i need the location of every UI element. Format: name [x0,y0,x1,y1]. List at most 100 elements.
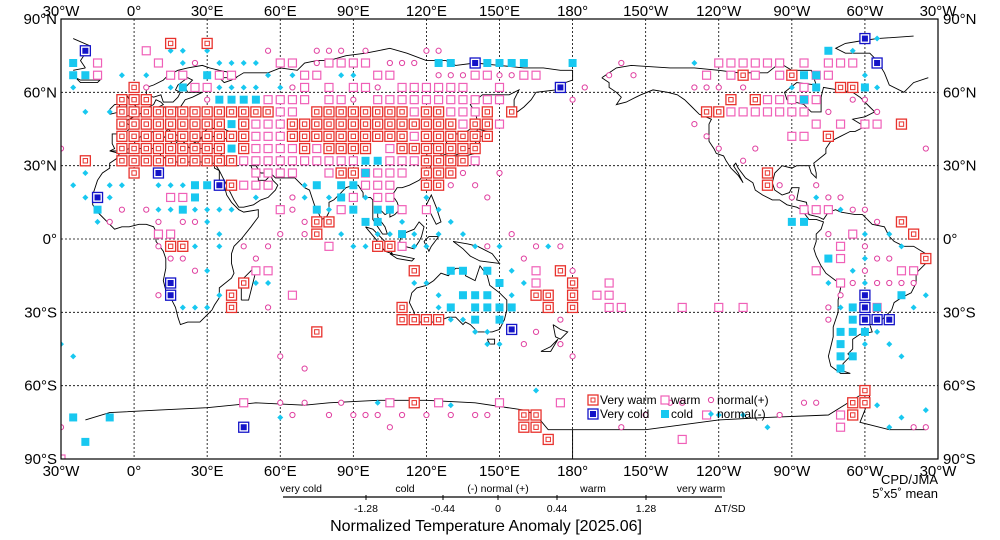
cold-marker [239,95,248,104]
very-warm-marker-inner [228,109,235,115]
credit-agency: CPD/JMA [881,472,938,487]
normal-plus-marker [118,206,126,213]
very-warm-marker-inner [703,109,710,115]
cold-marker [69,59,78,67]
normal-plus-marker [606,72,613,79]
warm-marker [775,70,785,80]
warm-marker [251,119,261,129]
normal-plus-marker [715,145,722,152]
warm-marker [409,82,419,93]
normal-minus-marker [325,206,332,213]
warm-marker [823,70,833,80]
cold-marker [471,315,480,324]
very-warm-marker-inner [862,387,868,394]
normal-minus-marker [861,255,868,262]
color-scale: very cold cold (-) normal (+) warm very … [280,483,746,515]
warm-marker [373,95,383,105]
warm-marker [799,82,809,93]
normal-plus-marker [374,84,381,91]
warm-marker [494,82,505,93]
normal-minus-marker [167,206,174,213]
warm-marker [823,58,833,68]
normal-plus-marker [264,243,272,250]
cold-marker [495,279,504,287]
normal-minus-marker [447,402,454,409]
warm-marker [397,82,407,93]
warm-marker [494,398,505,408]
cold-marker [251,95,260,104]
normal-minus-marker [106,108,113,115]
cold-marker [471,291,480,300]
very-warm-marker-inner [740,72,746,78]
very-warm-marker-inner [143,133,149,140]
normal-minus-marker [496,243,503,250]
cold-marker [312,181,321,190]
longitude-label-bottom: 30°E [191,463,224,480]
longitude-label-top: 30°W [43,3,81,20]
warm-marker [275,119,285,129]
very-warm-marker-inner [837,84,844,91]
normal-plus-marker [338,47,345,54]
longitude-labels-bottom: 30°W 0° 30°E 60°E 90°E 120°E 150°E 180° 150°W 120… [43,463,958,480]
very-warm-marker-inner [435,316,442,323]
normal-plus-marker [386,59,393,67]
normal-plus-marker [508,231,515,238]
warm-marker [373,168,383,178]
normal-minus-marker [301,194,308,201]
warm-marker [762,95,773,105]
warm-marker [385,180,395,190]
very-warm-marker-inner [423,133,430,140]
normal-minus-marker [338,231,345,238]
normal-minus-marker [191,304,198,311]
very-warm-marker-inner [350,109,357,115]
normal-plus-marker [277,353,284,360]
longitude-label-top: 60°W [846,3,884,20]
normal-minus-marker [277,414,284,421]
very-warm-marker-inner [314,329,320,335]
very-warm-marker-inner [545,304,551,311]
legend-warm-symbol [660,395,670,405]
normal-minus-marker [898,414,905,421]
very-warm-marker-inner [326,109,332,115]
normal-plus-marker [849,96,856,103]
normal-plus-marker [532,243,540,250]
normal-minus-marker [508,267,515,274]
normal-minus-marker [447,218,454,225]
warm-marker [811,266,821,276]
normal-plus-marker [204,96,211,103]
cold-marker [446,303,455,312]
very-warm-marker-inner [411,121,417,127]
warm-marker [275,131,285,141]
scale-very-cold-label: very cold [280,483,322,495]
warm-marker [775,95,785,105]
normal-minus-marker [423,194,430,201]
very-warm-marker-inner [423,170,430,176]
normal-plus-marker [179,218,186,225]
very-warm-marker-inner [545,292,551,298]
warm-marker [336,95,346,105]
latitude-label-left: 60°N [23,84,57,101]
legend-normal-minus-label: normal(-) [717,407,766,421]
normal-plus-marker [447,182,454,189]
very-warm-marker-inner [387,133,393,140]
warm-marker [433,398,444,408]
warm-marker [421,82,432,93]
very-warm-marker-inner [423,316,430,323]
normal-minus-marker [70,182,77,189]
warm-marker [263,180,273,190]
warm-marker [458,119,468,129]
latitude-label-left: 0° [43,231,57,248]
normal-minus-marker [94,218,101,225]
warm-marker [531,278,541,288]
normal-plus-marker [289,84,296,91]
warm-marker [336,205,346,215]
warm-marker [153,58,164,68]
normal-minus-marker [179,304,186,311]
very-warm-marker-inner [180,133,186,140]
very-warm-marker-inner [241,109,247,115]
normal-plus-marker [569,353,576,360]
normal-plus-marker [313,59,320,67]
coastline [92,148,259,326]
cold-marker [373,156,382,165]
warm-marker [153,229,164,239]
